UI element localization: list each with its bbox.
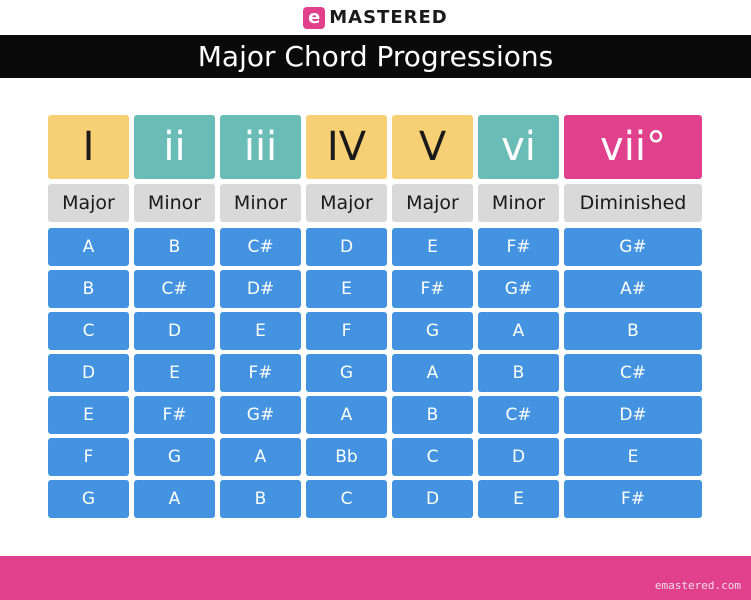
- note-cell: F#: [134, 396, 215, 434]
- quality-label: Minor: [134, 184, 215, 222]
- logo-bar: e MASTERED: [0, 0, 751, 35]
- note-cell: B: [564, 312, 702, 350]
- note-cell: F#: [478, 228, 559, 266]
- note-cell: D: [478, 438, 559, 476]
- note-cell: E: [134, 354, 215, 392]
- note-cell: A: [134, 480, 215, 518]
- note-cell: A: [392, 354, 473, 392]
- note-cell: Bb: [306, 438, 387, 476]
- note-cell: G#: [564, 228, 702, 266]
- note-cell: A: [48, 228, 129, 266]
- quality-label: Minor: [478, 184, 559, 222]
- quality-label: Diminished: [564, 184, 702, 222]
- note-cell: G: [48, 480, 129, 518]
- logo-text: MASTERED: [329, 7, 448, 28]
- note-cell: B: [48, 270, 129, 308]
- numeral-header: vii°: [564, 115, 702, 179]
- note-cell: C: [48, 312, 129, 350]
- note-cell: G: [134, 438, 215, 476]
- note-cell: E: [564, 438, 702, 476]
- note-cell: E: [48, 396, 129, 434]
- note-cell: C#: [478, 396, 559, 434]
- logo-mark: e: [303, 6, 326, 29]
- note-cell: B: [478, 354, 559, 392]
- note-cell: C#: [564, 354, 702, 392]
- note-cell: F: [48, 438, 129, 476]
- watermark: emastered.com: [654, 579, 741, 592]
- numeral-header: iii: [220, 115, 301, 179]
- numeral-header: V: [392, 115, 473, 179]
- note-cell: A: [220, 438, 301, 476]
- note-cell: D: [134, 312, 215, 350]
- note-cell: A#: [564, 270, 702, 308]
- note-cell: B: [392, 396, 473, 434]
- note-cell: A: [478, 312, 559, 350]
- numeral-header: ii: [134, 115, 215, 179]
- note-cell: F#: [392, 270, 473, 308]
- note-cell: F: [306, 312, 387, 350]
- note-cell: D#: [564, 396, 702, 434]
- note-cell: C: [306, 480, 387, 518]
- note-cell: G#: [478, 270, 559, 308]
- note-cell: D: [392, 480, 473, 518]
- note-cell: D#: [220, 270, 301, 308]
- quality-label: Major: [48, 184, 129, 222]
- note-cell: F#: [220, 354, 301, 392]
- note-cell: G#: [220, 396, 301, 434]
- quality-label: Minor: [220, 184, 301, 222]
- note-cell: E: [392, 228, 473, 266]
- page-title: Major Chord Progressions: [0, 35, 751, 78]
- note-cell: G: [306, 354, 387, 392]
- note-cell: D: [48, 354, 129, 392]
- numeral-header: IV: [306, 115, 387, 179]
- note-cell: C#: [134, 270, 215, 308]
- quality-label: Major: [392, 184, 473, 222]
- numeral-header: I: [48, 115, 129, 179]
- note-cell: E: [220, 312, 301, 350]
- footer-bar: emastered.com: [0, 556, 751, 600]
- note-cell: C: [392, 438, 473, 476]
- note-cell: E: [306, 270, 387, 308]
- note-cell: B: [220, 480, 301, 518]
- emastered-logo: e MASTERED: [303, 6, 448, 29]
- note-cell: E: [478, 480, 559, 518]
- note-cell: D: [306, 228, 387, 266]
- quality-label: Major: [306, 184, 387, 222]
- note-cell: C#: [220, 228, 301, 266]
- note-cell: G: [392, 312, 473, 350]
- note-cell: B: [134, 228, 215, 266]
- numeral-header: vi: [478, 115, 559, 179]
- note-cell: F#: [564, 480, 702, 518]
- note-cell: A: [306, 396, 387, 434]
